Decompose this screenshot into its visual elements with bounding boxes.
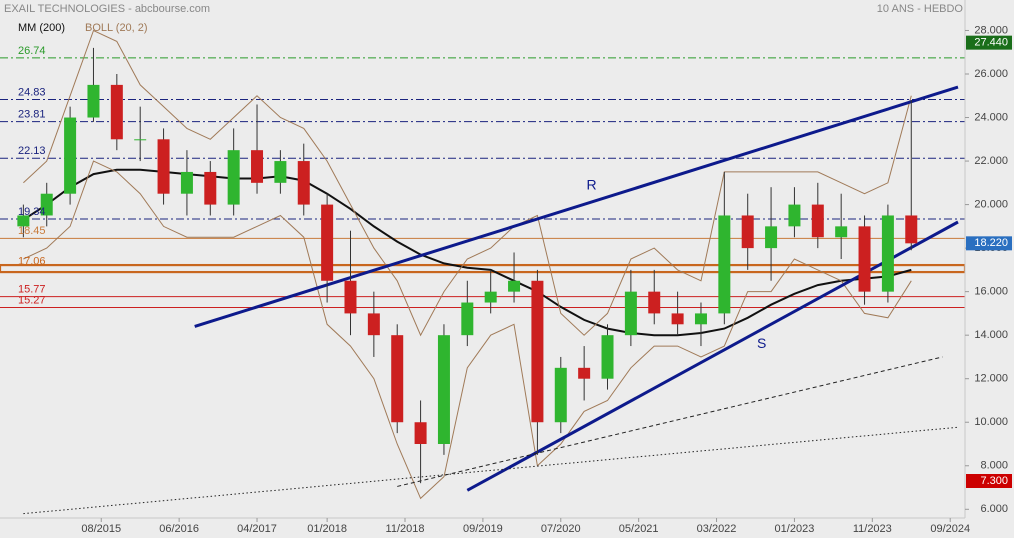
candle-body [17, 215, 30, 227]
level-label: 19.34 [18, 206, 46, 218]
candle-body [227, 150, 240, 205]
candle-body [671, 313, 684, 325]
x-tick-label: 01/2018 [307, 523, 347, 535]
candle-body [484, 291, 497, 303]
price-box-label: 18.220 [974, 237, 1008, 249]
moving-average [22, 168, 912, 337]
level-label: 18.45 [18, 225, 46, 237]
x-tick-label: 03/2022 [697, 523, 737, 535]
level-label: 17.06 [18, 255, 46, 267]
level-label: 22.13 [18, 145, 46, 157]
x-tick-label: 09/2019 [463, 523, 503, 535]
candle-body [180, 171, 193, 194]
candle-body [40, 193, 53, 216]
candle-body [391, 335, 404, 423]
chart-title: EXAIL TECHNOLOGIES - abcbourse.com [4, 3, 210, 15]
legend-entry: MM (200) [18, 22, 65, 34]
candle-body [788, 204, 801, 227]
bollinger-band [23, 29, 912, 337]
candle-body [461, 302, 474, 336]
candle-body [110, 84, 123, 140]
candle-body [508, 280, 521, 292]
candle-body [881, 215, 894, 292]
level-band [0, 263, 965, 274]
price-box-label: 27.440 [974, 37, 1008, 49]
x-tick-label: 09/2024 [930, 523, 970, 535]
price-box [966, 236, 1012, 251]
candle-body [157, 139, 170, 194]
candle-body [251, 150, 264, 183]
candle-body [87, 84, 100, 118]
trendline [23, 426, 959, 515]
candle-body [601, 335, 614, 379]
x-tick-label: 07/2020 [541, 523, 581, 535]
y-tick-label: 14.000 [974, 329, 1008, 341]
candle-body [554, 367, 567, 423]
chart-subtitle: 10 ANS - HEBDO [877, 3, 964, 15]
x-tick-label: 11/2018 [386, 523, 425, 535]
candle-body [835, 226, 848, 238]
level-label: 24.83 [18, 86, 46, 98]
plot-area [0, 29, 965, 515]
price-box [966, 474, 1012, 488]
candle-body [624, 291, 637, 336]
trendline-label: S [757, 335, 766, 351]
y-tick-label: 22.000 [974, 155, 1008, 167]
x-tick-label: 11/2023 [853, 523, 892, 535]
y-tick-label: 16.000 [974, 286, 1008, 298]
level-label: 15.77 [18, 284, 46, 296]
level-label: 23.81 [18, 109, 46, 121]
bollinger-band [23, 160, 912, 500]
y-tick-label: 26.000 [974, 68, 1008, 80]
candle-body [578, 367, 591, 379]
y-tick-label: 28.000 [974, 24, 1008, 36]
candle-body [64, 117, 77, 194]
trendline-label: R [587, 177, 597, 193]
trendline [397, 356, 943, 487]
trendline [466, 220, 959, 492]
candle-body [437, 335, 450, 444]
y-tick-label: 20.000 [974, 198, 1008, 210]
x-tick-label: 01/2023 [775, 523, 815, 535]
x-tick-label: 04/2017 [237, 523, 277, 535]
candle-body [718, 215, 731, 314]
level-label: 26.74 [18, 45, 46, 57]
candle-body [811, 204, 824, 238]
y-tick-label: 12.000 [974, 373, 1008, 385]
candle-body [694, 313, 707, 325]
candle-body [414, 422, 427, 444]
y-tick-label: 24.000 [974, 111, 1008, 123]
trendline [194, 85, 959, 328]
candle-body [274, 161, 287, 183]
x-tick-label: 06/2016 [159, 523, 199, 535]
price-box [966, 35, 1012, 50]
candle-body [367, 313, 380, 336]
candle-body [297, 161, 310, 205]
candle-body [134, 139, 147, 141]
y-tick-label: 10.000 [974, 416, 1008, 428]
candle-body [741, 215, 754, 249]
candle-body [321, 204, 334, 281]
candle-body [344, 280, 357, 314]
y-tick-label: 6.000 [980, 503, 1008, 515]
level-label: 15.27 [18, 294, 46, 306]
candle-body [204, 171, 217, 205]
y-tick-label: 8.000 [980, 460, 1008, 472]
candle-body [858, 226, 871, 292]
x-tick-label: 05/2021 [619, 523, 659, 535]
candle-body [648, 291, 661, 314]
candle-body [905, 215, 918, 244]
price-box-label: 7.300 [980, 475, 1008, 487]
legend-entry: BOLL (20, 2) [85, 22, 148, 34]
x-tick-label: 08/2015 [81, 523, 121, 535]
candle-body [531, 280, 544, 423]
candle-body [765, 226, 778, 249]
